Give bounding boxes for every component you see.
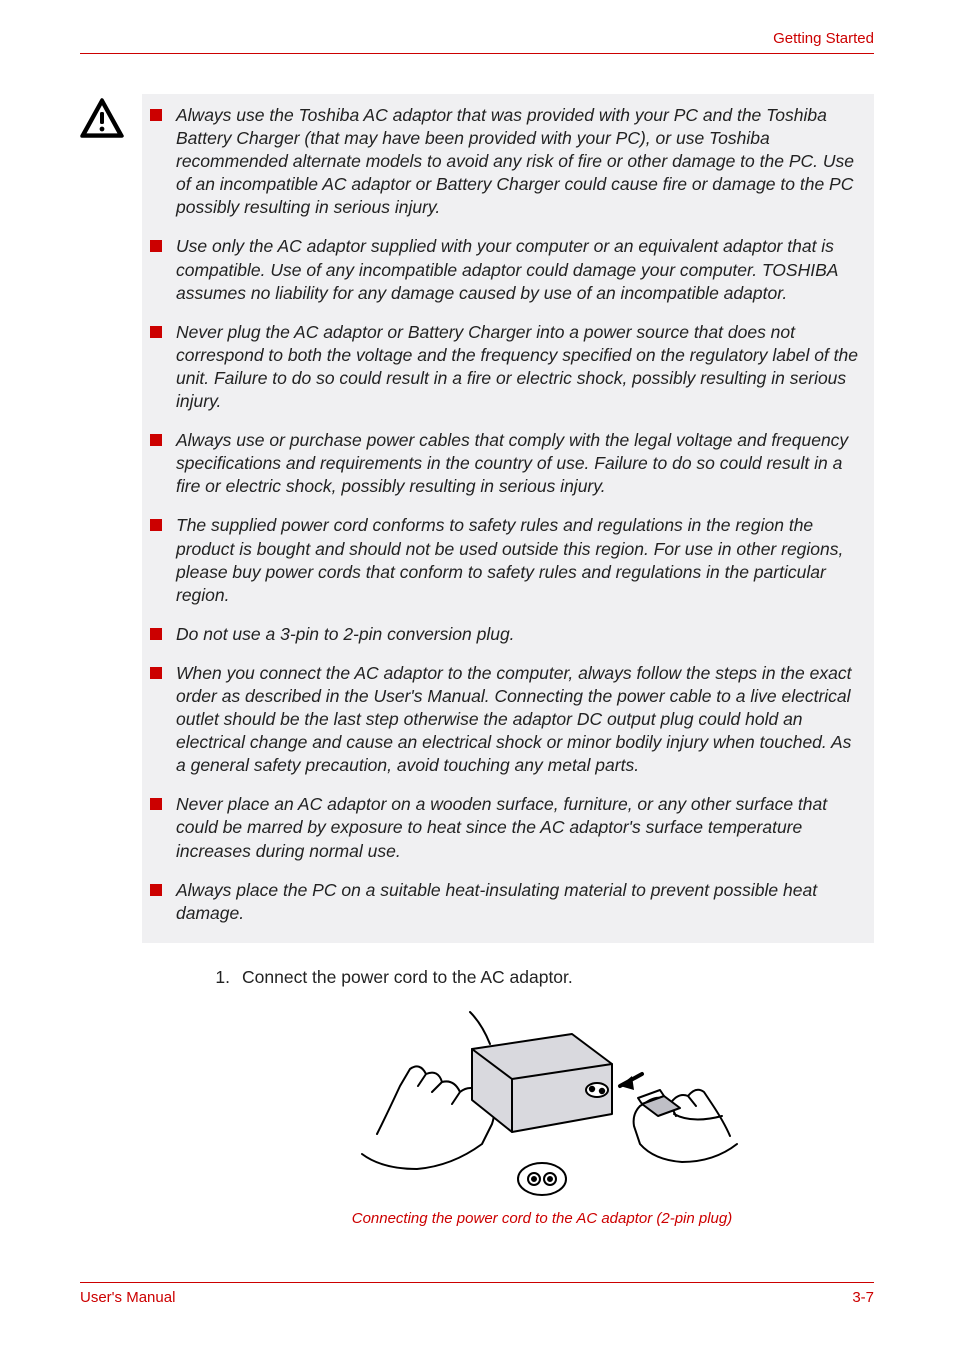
figure-caption: Connecting the power cord to the AC adap… bbox=[210, 1210, 874, 1227]
callout-bullet: Never place an AC adaptor on a wooden su… bbox=[146, 785, 860, 870]
callout-bullet-text: Always place the PC on a suitable heat-i… bbox=[176, 879, 860, 925]
callout-bullet: Never plug the AC adaptor or Battery Cha… bbox=[146, 313, 860, 421]
callout-bullet: When you connect the AC adaptor to the c… bbox=[146, 654, 860, 785]
callout-bullet-text: Never place an AC adaptor on a wooden su… bbox=[176, 793, 860, 862]
page: Getting Started Always use the Toshiba A… bbox=[0, 0, 954, 1352]
page-footer: User's Manual 3-7 bbox=[80, 1282, 874, 1306]
page-header: Getting Started bbox=[80, 30, 874, 54]
callout-bullet: Do not use a 3-pin to 2-pin conversion p… bbox=[146, 615, 860, 654]
warning-triangle-icon bbox=[80, 98, 124, 138]
callout-bullet-text: Never plug the AC adaptor or Battery Cha… bbox=[176, 321, 860, 413]
step-number: 1. bbox=[210, 967, 230, 988]
bullet-marker bbox=[150, 109, 162, 121]
callout-bullet: Use only the AC adaptor supplied with yo… bbox=[146, 227, 860, 312]
callout-bullet-text: Use only the AC adaptor supplied with yo… bbox=[176, 235, 860, 304]
ac-adaptor-connection-illustration bbox=[342, 1004, 742, 1204]
footer-right: 3-7 bbox=[852, 1289, 874, 1306]
bullet-marker bbox=[150, 884, 162, 896]
callout-bullet: Always use or purchase power cables that… bbox=[146, 421, 860, 506]
bullet-marker bbox=[150, 667, 162, 679]
callout-bullet-text: Always use or purchase power cables that… bbox=[176, 429, 860, 498]
callout-bullet: The supplied power cord conforms to safe… bbox=[146, 506, 860, 614]
callout-bullet: Always use the Toshiba AC adaptor that w… bbox=[146, 96, 860, 227]
bullet-marker bbox=[150, 240, 162, 252]
callout-bullet-text: Always use the Toshiba AC adaptor that w… bbox=[176, 104, 860, 219]
bullet-marker bbox=[150, 628, 162, 640]
callout-bullet: Always place the PC on a suitable heat-i… bbox=[146, 871, 860, 933]
bullet-marker bbox=[150, 434, 162, 446]
bullet-marker bbox=[150, 798, 162, 810]
callout-bullet-text: When you connect the AC adaptor to the c… bbox=[176, 662, 860, 777]
callout-body: Always use the Toshiba AC adaptor that w… bbox=[142, 94, 874, 943]
footer-left: User's Manual bbox=[80, 1289, 175, 1306]
callout-bullet-text: Do not use a 3-pin to 2-pin conversion p… bbox=[176, 623, 860, 646]
section-title: Getting Started bbox=[773, 30, 874, 47]
bullet-marker bbox=[150, 519, 162, 531]
figure: Connecting the power cord to the AC adap… bbox=[210, 1000, 874, 1227]
callout-bullet-text: The supplied power cord conforms to safe… bbox=[176, 514, 860, 606]
warning-callout: Always use the Toshiba AC adaptor that w… bbox=[80, 94, 874, 943]
step-row: 1. Connect the power cord to the AC adap… bbox=[210, 967, 874, 988]
bullet-marker bbox=[150, 326, 162, 338]
step-text: Connect the power cord to the AC adaptor… bbox=[242, 967, 573, 988]
